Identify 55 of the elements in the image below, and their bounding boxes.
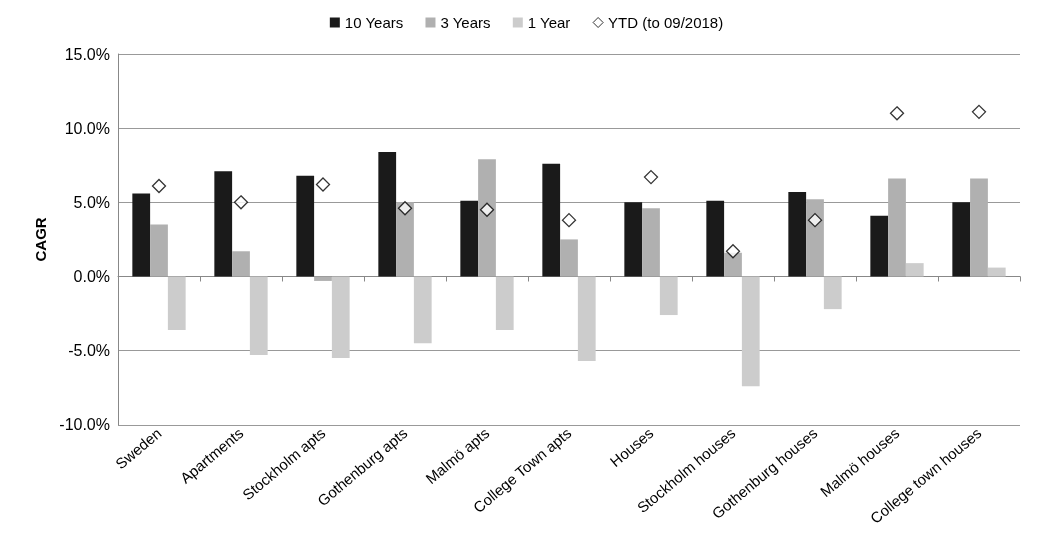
y-tick-label: -5.0% [68, 342, 110, 360]
y-tick-label: 5.0% [73, 193, 110, 211]
legend-label: 1 Year [527, 14, 571, 31]
point [889, 106, 905, 121]
bar [460, 200, 479, 277]
bar [214, 171, 233, 277]
point [151, 178, 167, 194]
legend-label: 10 Years [344, 14, 404, 31]
bar [150, 224, 168, 277]
bar [642, 208, 660, 277]
bar [624, 202, 643, 277]
bar [659, 276, 678, 316]
bar [823, 276, 842, 310]
point [561, 212, 577, 228]
bar [314, 276, 332, 281]
bar [870, 215, 889, 277]
point [397, 201, 413, 216]
bar [132, 193, 151, 277]
bar [542, 163, 561, 277]
bar [331, 276, 350, 359]
bar [806, 199, 824, 277]
y-tick-label: 0.0% [73, 267, 110, 285]
bar [987, 267, 1006, 277]
bar [396, 202, 414, 277]
bar [249, 276, 268, 356]
bar [905, 263, 924, 277]
point [807, 212, 823, 228]
point [315, 177, 331, 192]
bar [495, 276, 514, 330]
bar [232, 251, 250, 277]
bar [888, 178, 906, 277]
y-tick-label: 15.0% [64, 45, 110, 63]
bar [788, 191, 807, 277]
legend-label: 3 Years [440, 14, 491, 31]
bar [413, 276, 432, 344]
y-tick-label: 10.0% [64, 119, 110, 137]
point [971, 104, 987, 119]
bar [970, 178, 988, 277]
bar [378, 151, 397, 277]
legend-label: YTD (to 09/2018) [608, 14, 724, 31]
bar [706, 200, 725, 277]
point [233, 195, 249, 210]
y-tick-label: -10.0% [59, 416, 110, 434]
y-axis-title: CAGR [32, 217, 49, 262]
bar [167, 276, 186, 330]
bar [478, 159, 496, 277]
point [643, 169, 659, 185]
point [725, 244, 741, 259]
bar [577, 276, 596, 362]
bar [952, 202, 971, 277]
point [479, 202, 495, 217]
bar [296, 175, 315, 277]
bar [560, 239, 578, 277]
bar [741, 276, 760, 387]
bar [724, 252, 742, 277]
